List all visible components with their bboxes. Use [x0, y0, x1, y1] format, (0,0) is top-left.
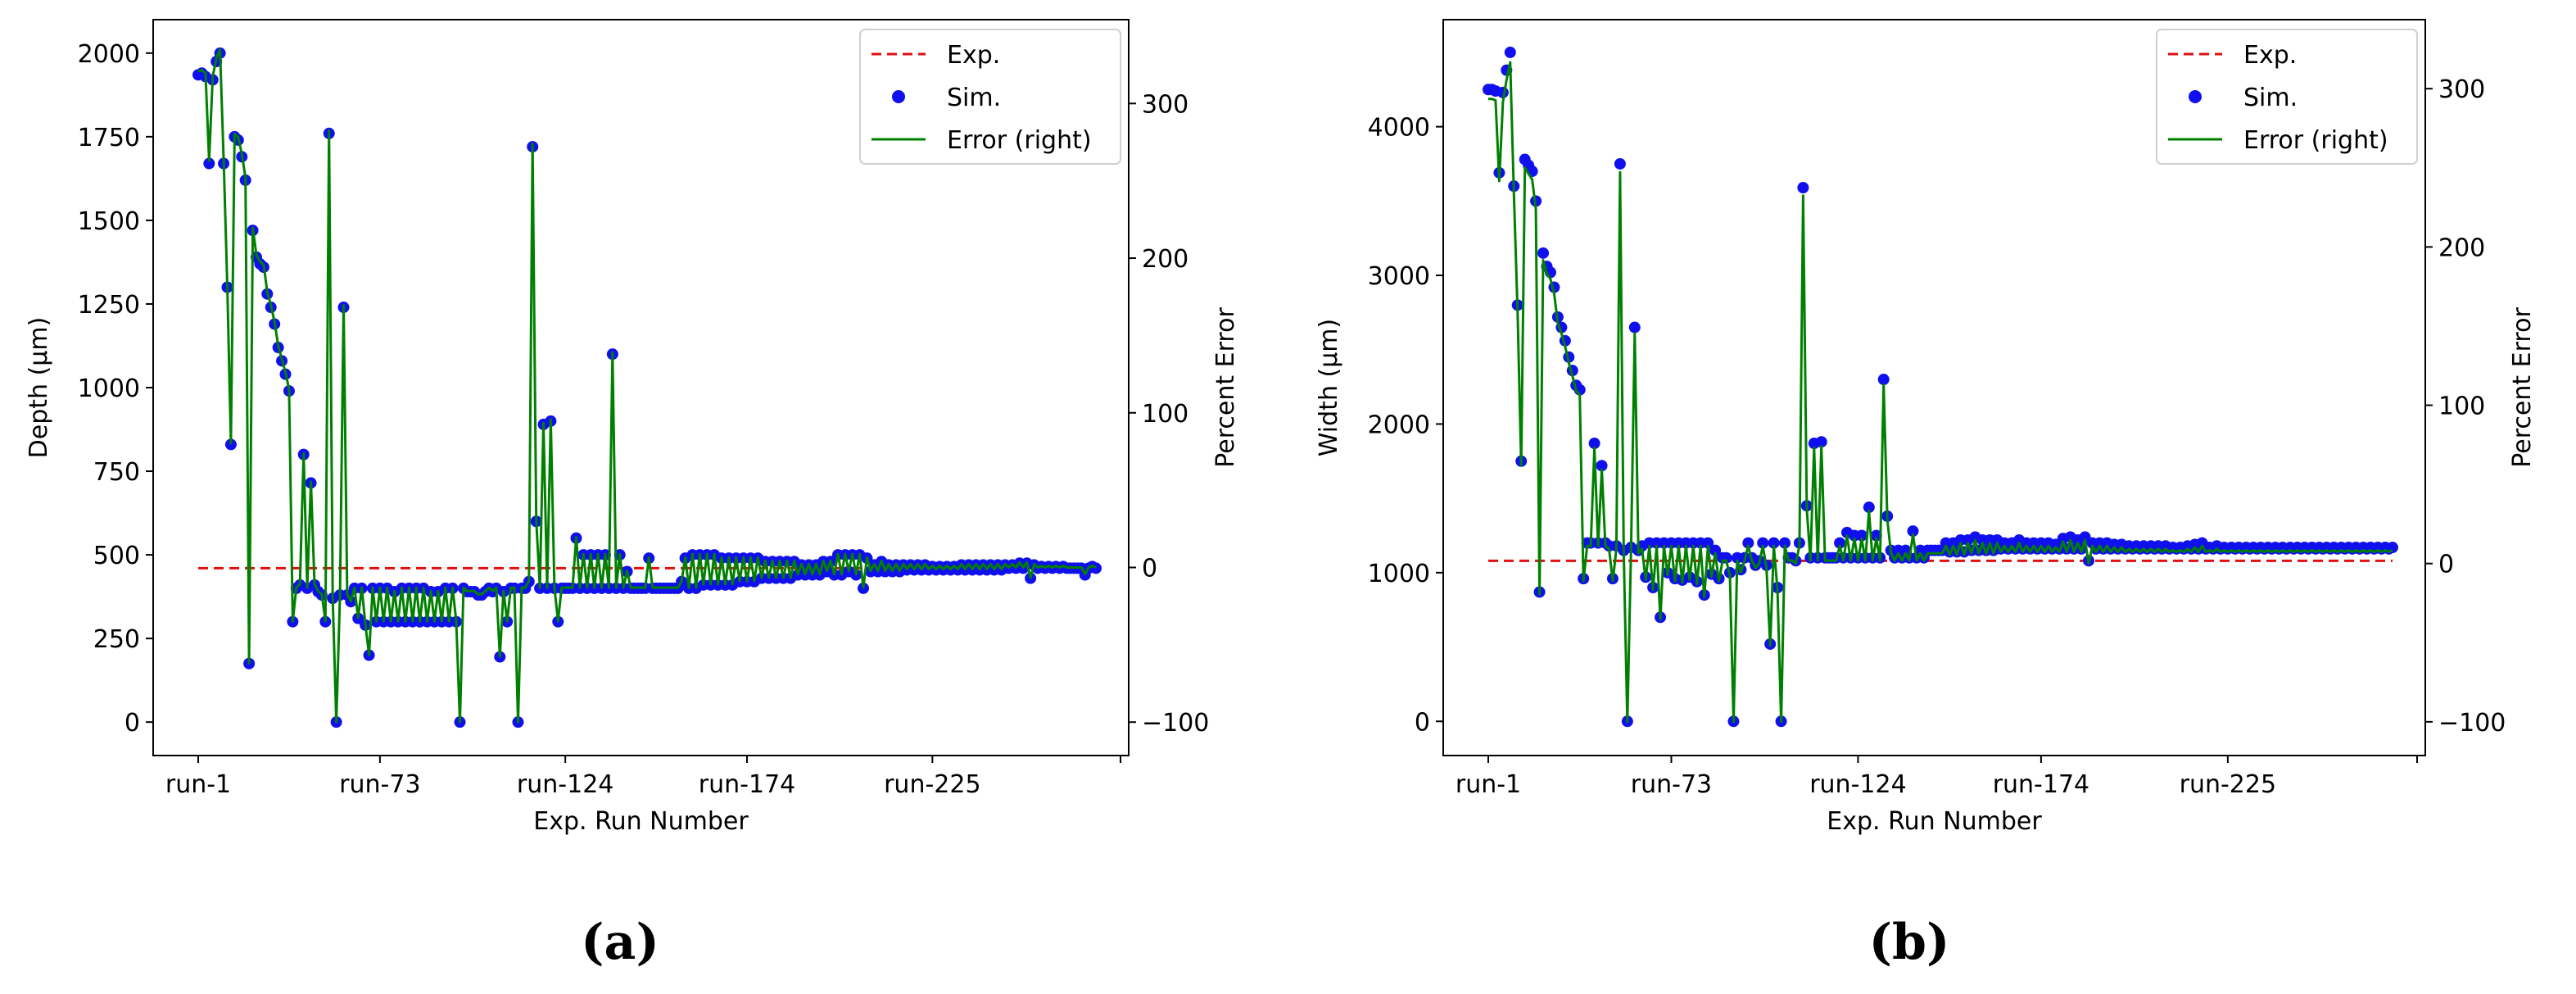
- sim-point: [1815, 436, 1827, 448]
- y2-tick-label: 100: [1142, 400, 1188, 429]
- sim-point: [1757, 537, 1769, 549]
- plot-area: [1442, 19, 2426, 756]
- sim-point: [1614, 157, 1626, 170]
- plot-content: [192, 47, 1102, 728]
- sim-point: [1779, 537, 1791, 549]
- x-tick-label: run-1: [165, 770, 231, 799]
- sim-point: [1702, 537, 1714, 549]
- panel-caption: (b): [1869, 914, 1950, 971]
- legend-sim-label: Sim.: [947, 84, 1001, 112]
- y2-tick-label: 300: [1142, 90, 1188, 119]
- x-tick-label: run-73: [339, 770, 420, 799]
- sim-point: [1628, 321, 1641, 334]
- y-axis-label: Depth (μm): [25, 317, 53, 459]
- y-tick-label: 1250: [78, 291, 140, 320]
- legend-sim-label: Sim.: [2243, 84, 2298, 112]
- sim-point: [1596, 460, 1608, 472]
- y-tick-label: 1750: [78, 124, 140, 152]
- x-tick-label: run-225: [884, 770, 980, 799]
- sim-point: [1834, 537, 1846, 549]
- sim-point: [1709, 544, 1722, 556]
- y-tick-label: 750: [93, 458, 140, 487]
- y-tick-label: 1000: [78, 374, 140, 403]
- y2-tick-label: −100: [1142, 709, 1209, 738]
- sim-point: [1870, 529, 1882, 542]
- sim-point: [1742, 537, 1754, 549]
- x-tick-label: run-124: [517, 770, 613, 799]
- sim-point: [1863, 502, 1875, 514]
- y-tick-label: 0: [1415, 708, 1430, 737]
- y-axis-label: Width (μm): [1315, 319, 1343, 456]
- x-tick-label: run-174: [1993, 770, 2089, 799]
- sim-point: [224, 438, 237, 451]
- legend: Exp. Sim. Error (right): [2156, 29, 2418, 165]
- panel-a: 0 250 500 750 1000 1250 1500 1750 2000 −100 0 100 20…: [25, 19, 1240, 971]
- y2-tick-label: 200: [2438, 234, 2485, 262]
- sim-point: [1797, 181, 1809, 193]
- y2-tick-label: 300: [2438, 75, 2485, 104]
- y-tick-label: 1500: [78, 207, 140, 236]
- sim-point: [1090, 562, 1102, 574]
- legend: Exp. Sim. Error (right): [859, 29, 1121, 165]
- sim-point: [1768, 537, 1780, 549]
- legend-sim-swatch: [892, 90, 905, 103]
- legend-sim-swatch: [2189, 90, 2202, 103]
- legend-box: [859, 29, 1121, 165]
- y-tick-label: 1000: [1368, 560, 1430, 588]
- x-tick-label: run-1: [1456, 770, 1521, 799]
- series-error-line: [1488, 61, 2393, 724]
- y-tick-label: 2000: [1368, 411, 1430, 439]
- x-tick-label: run-124: [1809, 770, 1906, 799]
- y-tick-label: 250: [93, 625, 140, 654]
- y-tick-label: 500: [93, 542, 140, 570]
- y-tick-label: 4000: [1368, 114, 1430, 143]
- y2-axis-label: Percent Error: [1211, 307, 1240, 468]
- legend-error-label: Error (right): [2243, 126, 2388, 155]
- plot-content: [1483, 46, 2398, 728]
- panel-caption: (a): [581, 914, 659, 971]
- y2-tick-label: −100: [2438, 709, 2506, 738]
- legend-exp-label: Exp.: [2243, 41, 2297, 70]
- series-error-line: [197, 48, 1097, 724]
- y2-tick-label: 100: [2438, 393, 2485, 421]
- x-tick-label: run-73: [1631, 770, 1712, 799]
- y-tick-label: 0: [124, 709, 140, 738]
- legend-error-label: Error (right): [947, 126, 1092, 155]
- y2-tick-label: 0: [2438, 551, 2454, 579]
- y2-tick-label: 0: [1142, 554, 1157, 583]
- sim-point: [1588, 438, 1600, 450]
- legend-box: [2156, 29, 2418, 165]
- sim-point: [203, 157, 215, 170]
- panel-b: 0 1000 2000 3000 4000 −100 0 100 200 300 run-1 run-…: [1315, 19, 2537, 971]
- legend-exp-label: Exp.: [947, 41, 1000, 70]
- y-tick-label: 2000: [78, 40, 140, 69]
- x-tick-label: run-174: [699, 770, 795, 799]
- y2-axis-label: Percent Error: [2508, 307, 2537, 468]
- sim-point: [1504, 46, 1516, 58]
- x-axis-label: Exp. Run Number: [1827, 807, 2042, 836]
- sim-point: [1537, 247, 1550, 259]
- x-tick-label: run-225: [2180, 770, 2276, 799]
- y2-tick-label: 200: [1142, 245, 1188, 274]
- sim-point: [1855, 529, 1867, 542]
- y-tick-label: 3000: [1368, 262, 1430, 291]
- sim-point: [1907, 525, 1919, 538]
- x-axis-label: Exp. Run Number: [533, 807, 749, 836]
- sim-point: [1877, 374, 1890, 386]
